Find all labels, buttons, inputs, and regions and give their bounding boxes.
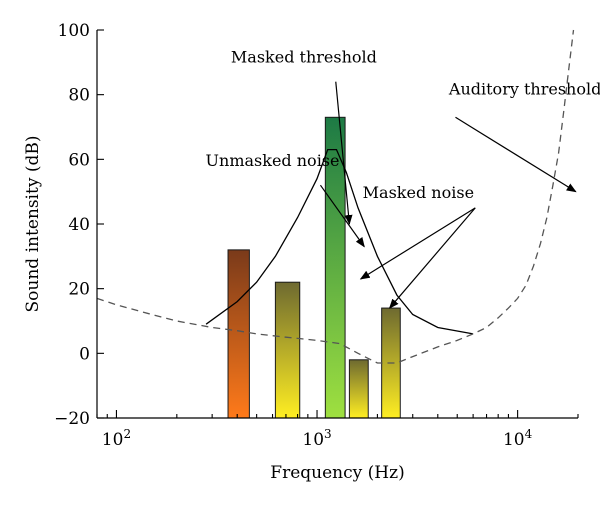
annotation-label: Unmasked noise (206, 151, 340, 170)
y-tick-label: 20 (68, 280, 90, 300)
y-tick-label: −20 (54, 409, 90, 429)
y-tick-label: 60 (68, 150, 90, 170)
bar (227, 249, 250, 419)
x-tick-label: 103 (302, 427, 331, 450)
annotation-label: Masked noise (363, 183, 474, 202)
annotation-label: Auditory threshold (448, 80, 600, 99)
annotation-arrow (455, 116, 577, 193)
curves-layer (96, 29, 575, 364)
masked-threshold-curve (205, 148, 474, 335)
y-tick-label: 0 (79, 344, 90, 364)
bar (348, 359, 369, 419)
annotation-arrow (388, 207, 476, 309)
annot-layer: Masked threshold Unmasked noise Masked noi… (206, 47, 600, 202)
y-tick-label: 40 (68, 215, 90, 235)
y-tick-label: 80 (68, 86, 90, 106)
axes-layer: −20 0 20 40 60 80 100 102 103 104 (54, 21, 579, 450)
x-tick-label: 104 (503, 427, 533, 450)
x-axis-title: Frequency (Hz) (270, 463, 404, 483)
annotation-arrow (359, 207, 476, 280)
bar (274, 281, 301, 419)
y-axis-title: Sound intensity (dB) (23, 136, 43, 313)
annotation-arrow (319, 184, 365, 248)
annotation-label: Masked threshold (231, 47, 377, 66)
y-tick-label: 100 (58, 21, 90, 41)
x-tick-label: 102 (102, 427, 131, 450)
auditory-threshold-curve (96, 29, 575, 364)
arrows-layer (319, 81, 577, 309)
annotation-arrow (335, 81, 353, 225)
